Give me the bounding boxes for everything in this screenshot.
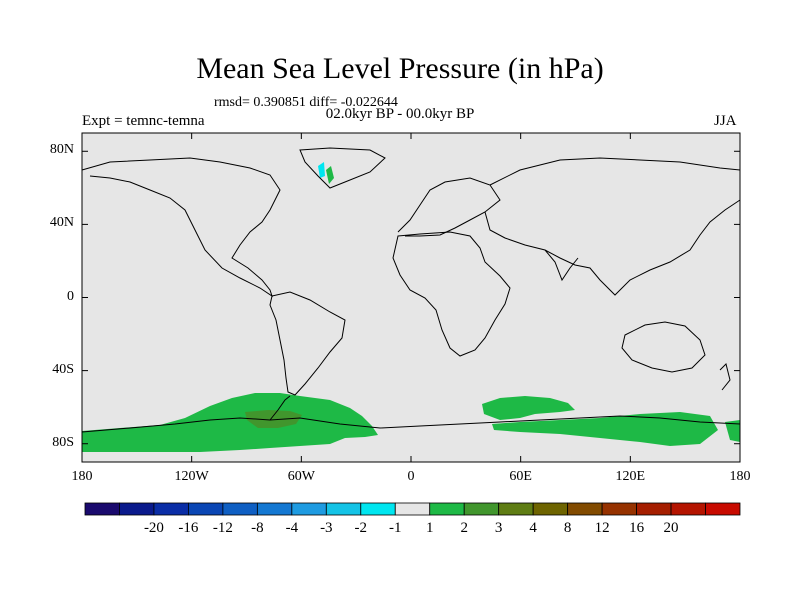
colorbar-swatch	[119, 502, 155, 516]
experiment-label: Expt = temnc-temna	[82, 113, 205, 129]
colorbar-swatch	[636, 502, 672, 516]
colorbar-swatch	[532, 502, 569, 516]
stats-subtitle: rmsd= 0.390851 diff= -0.022644	[214, 95, 398, 110]
y-tick-label: 80N	[49, 142, 74, 158]
colorbar-swatch	[291, 502, 327, 516]
y-tick-label: 40S	[52, 361, 74, 377]
coastline-australia	[621, 321, 706, 373]
colorbar-swatch	[498, 502, 534, 516]
coastline-antarctica	[81, 415, 741, 433]
coastline-south-america	[269, 291, 346, 396]
colorbar-swatch	[670, 502, 706, 516]
colorbar-swatch	[325, 502, 362, 516]
x-tick-label: 60E	[509, 469, 532, 484]
colorbar-swatch	[463, 502, 500, 516]
anomaly-region-greenland	[326, 166, 334, 184]
x-tick-label: 120W	[174, 469, 209, 484]
y-tick-label: 0	[67, 288, 74, 304]
map-title: Mean Sea Level Pressure (in hPa)	[196, 52, 604, 85]
colorbar-swatch	[567, 502, 603, 516]
coastline-new-zealand	[719, 363, 731, 391]
map-frame	[81, 132, 741, 463]
colorbar-label: -16	[178, 520, 199, 536]
x-tick-label: 180	[71, 469, 93, 484]
colorbar-label: 20	[663, 520, 679, 536]
colorbar-swatch	[601, 502, 637, 516]
colorbar-swatch	[188, 502, 224, 516]
colorbar	[84, 502, 741, 516]
colorbar-label: -3	[320, 520, 333, 536]
x-tick-label: 0	[407, 469, 415, 484]
anomaly-region-east-antarctica	[482, 396, 575, 420]
anomaly-region-east-edge	[725, 420, 740, 442]
coastline-india	[544, 249, 579, 282]
colorbar-label: -4	[285, 520, 299, 536]
period-subtitle: 02.0kyr BP - 00.0kyr BP	[325, 106, 475, 122]
colorbar-label: 8	[563, 520, 572, 536]
colorbar-swatch	[394, 502, 431, 516]
colorbar-swatch	[84, 502, 120, 516]
colorbar-label: 12	[594, 520, 610, 536]
colorbar-label: -20	[143, 520, 164, 536]
colorbar-label: -2	[354, 520, 368, 536]
y-tick-label: 40N	[49, 215, 74, 231]
season-label: JJA	[714, 113, 737, 129]
anomaly-region-indian-sector	[492, 412, 718, 446]
colorbar-label: 2	[460, 520, 468, 536]
colorbar-swatch	[153, 502, 189, 516]
x-tick-label: 180	[729, 469, 751, 484]
colorbar-label: 4	[529, 520, 537, 536]
coastline-greenland	[299, 147, 386, 189]
colorbar-label: -12	[212, 520, 233, 536]
colorbar-label: 3	[494, 520, 503, 536]
colorbar-label: -8	[251, 520, 264, 536]
x-tick-label: 60W	[287, 469, 315, 484]
colorbar-swatch	[222, 502, 258, 516]
colorbar-label: 16	[629, 520, 645, 536]
colorbar-swatch	[360, 502, 396, 516]
coastline-north-america	[81, 157, 281, 298]
anomaly-region-west-antarctica	[82, 393, 378, 452]
coastline-asia	[484, 157, 741, 296]
y-tick-label: 80S	[52, 434, 74, 450]
colorbar-label: -1	[389, 520, 402, 536]
coastline-antarctic-peninsula	[269, 395, 291, 421]
map-background	[82, 133, 740, 462]
colorbar-swatch	[256, 502, 293, 516]
colorbar-label: 1	[425, 520, 434, 536]
coastline-europe	[397, 177, 501, 237]
anomaly-fields	[82, 162, 740, 452]
anomaly-region-west-antarctica-core	[245, 410, 302, 428]
coastlines	[81, 147, 741, 433]
colorbar-swatch	[429, 502, 465, 516]
x-tick-label: 120E	[615, 469, 646, 484]
anomaly-region-greenland-cyan	[318, 162, 325, 178]
coastline-africa	[392, 231, 511, 357]
colorbar-swatch	[705, 502, 741, 516]
